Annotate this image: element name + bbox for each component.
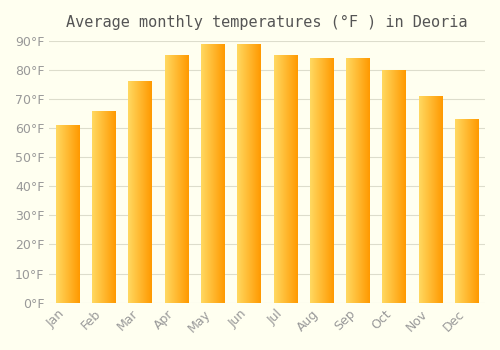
Title: Average monthly temperatures (°F ) in Deoria: Average monthly temperatures (°F ) in De…	[66, 15, 468, 30]
